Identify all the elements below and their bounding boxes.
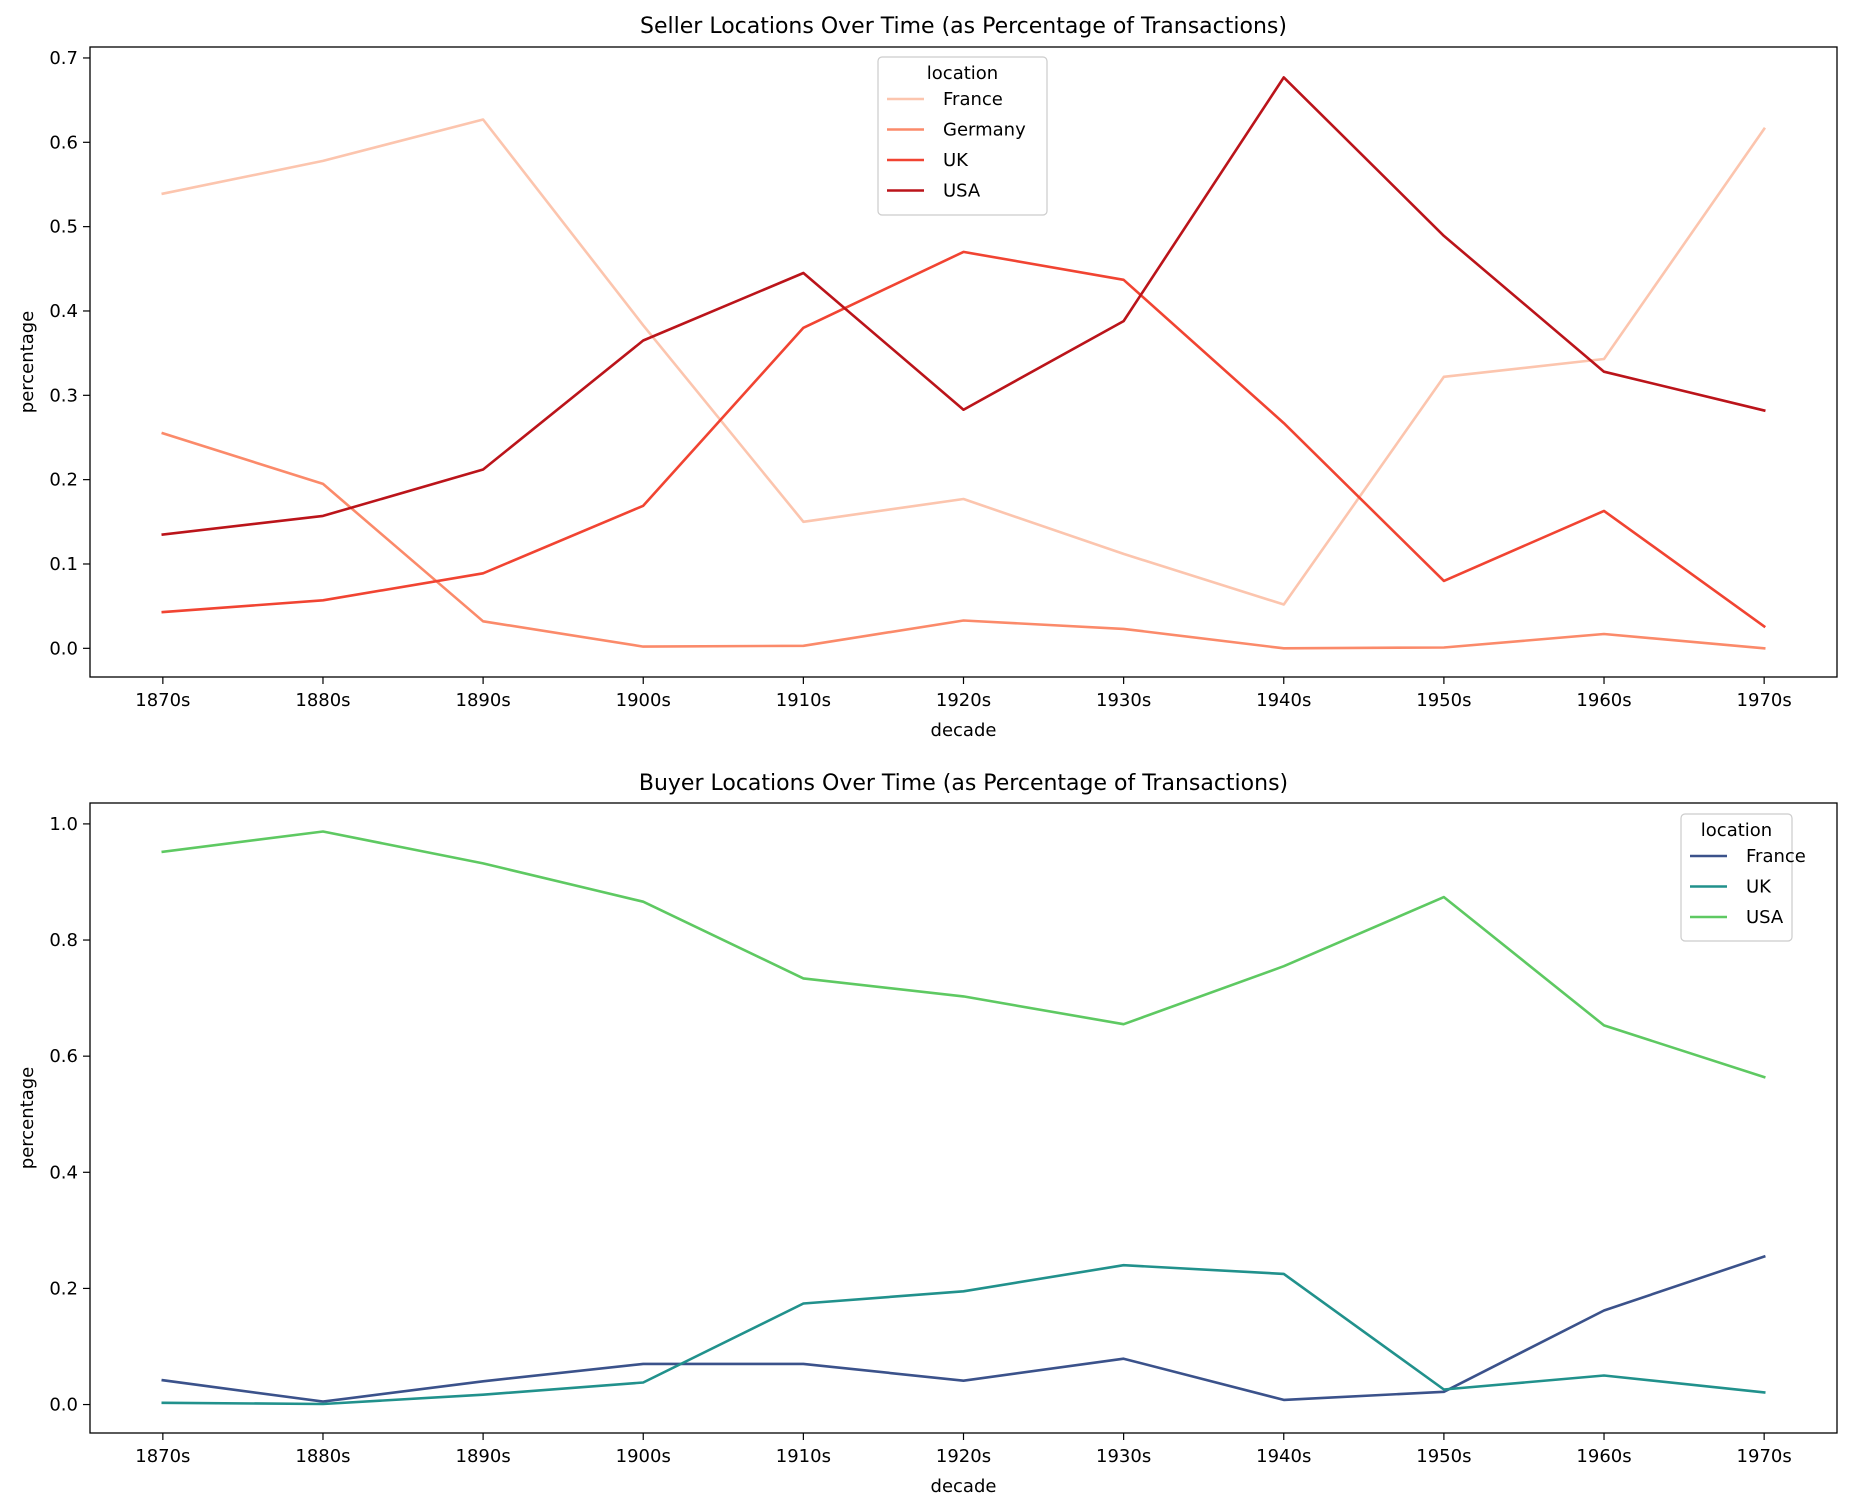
legend-title: location [1701,820,1772,841]
series-line-france [161,118,1767,606]
x-tick-label: 1900s [616,690,671,711]
y-tick-label: 0.3 [49,385,78,406]
chart-title: Seller Locations Over Time (as Percentag… [640,14,1287,39]
series-line-usa [161,76,1766,536]
x-tick-label: 1870s [135,1446,190,1467]
x-tick-label: 1880s [295,1446,350,1467]
legend-label: Germany [943,120,1026,141]
y-tick-label: 0.6 [49,132,78,153]
legend-label: France [943,89,1003,110]
x-tick-label: 1930s [1096,690,1151,711]
legend-label: UK [1746,877,1772,898]
legend-title: location [927,63,998,84]
y-tick-label: 0.0 [49,638,78,659]
series-line-germany [161,431,1766,650]
y-tick-label: 0.7 [49,48,78,69]
legend-label: USA [1746,907,1784,928]
plot-frame [89,46,1838,678]
chart-title: Buyer Locations Over Time (as Percentage… [639,771,1288,796]
series-line-uk [161,1263,1766,1406]
x-tick-label: 1960s [1576,690,1631,711]
x-tick-label: 1920s [936,690,991,711]
x-tick-label: 1940s [1256,1446,1311,1467]
plot-frame [89,802,1838,1434]
legend-box [1680,813,1793,942]
series-line-usa [161,830,1766,1079]
x-tick-label: 1900s [616,1446,671,1467]
y-tick-label: 0.5 [49,217,78,238]
legend-label: USA [943,181,981,202]
y-tick-label: 0.1 [49,554,78,575]
x-tick-label: 1930s [1096,1446,1151,1467]
x-tick-label: 1870s [135,690,190,711]
legend: location France Germany UK USA [877,56,1048,216]
series-line-france [161,1254,1766,1403]
y-axis-label: percentage [17,1067,38,1169]
series-line-uk [161,250,1767,629]
x-tick-label: 1970s [1737,690,1792,711]
y-axis-label: percentage [17,311,38,413]
x-tick-label: 1880s [295,690,350,711]
legend-label: UK [943,150,969,171]
y-tick-label: 0.4 [49,301,78,322]
x-tick-label: 1910s [776,690,831,711]
x-tick-label: 1920s [936,1446,991,1467]
x-tick-label: 1890s [456,1446,511,1467]
y-tick-label: 0.0 [49,1395,78,1416]
chart-1: Seller Locations Over Time (as Percentag… [17,14,1838,741]
y-tick-label: 0.2 [49,470,78,491]
x-tick-label: 1950s [1416,690,1471,711]
x-tick-label: 1940s [1256,690,1311,711]
x-tick-label: 1950s [1416,1446,1471,1467]
x-axis-label: decade [931,1476,997,1497]
legend-label: France [1746,846,1806,867]
x-axis-label: decade [931,720,997,741]
chart-2: Buyer Locations Over Time (as Percentage… [17,771,1838,1497]
y-tick-label: 0.8 [49,930,78,951]
legend-box [877,56,1048,216]
y-tick-label: 0.2 [49,1278,78,1299]
y-tick-label: 0.6 [49,1046,78,1067]
x-tick-label: 1910s [776,1446,831,1467]
legend: location France UK USA [1680,813,1806,942]
x-tick-label: 1960s [1576,1446,1631,1467]
y-tick-label: 1.0 [49,814,78,835]
x-tick-label: 1970s [1737,1446,1792,1467]
y-tick-label: 0.4 [49,1162,78,1183]
x-tick-label: 1890s [456,690,511,711]
